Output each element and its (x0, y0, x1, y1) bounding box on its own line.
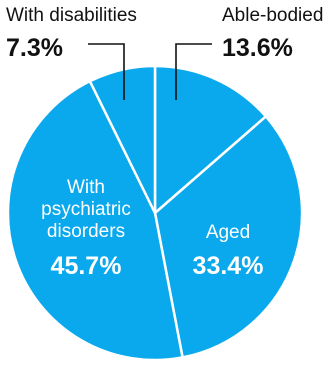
pie-slice-aged (153, 115, 304, 359)
slice-label-aged: Aged (206, 222, 250, 243)
pie-slice-with-disabilities (88, 64, 157, 215)
slice-value-with-disabilities: 7.3% (6, 34, 63, 62)
leader-line-able-bodied (175, 43, 212, 100)
pie-slices (6, 64, 304, 362)
slice-label-with-psychiatric-disorders: With psychiatric disorders (41, 177, 131, 242)
slice-value-able-bodied: 13.6% (222, 34, 293, 62)
slice-label-able-bodied: Able-bodied (222, 5, 323, 26)
pie-slice-able-bodied (153, 64, 268, 215)
slice-label-with-disabilities: With disabilities (6, 5, 137, 26)
slice-value-aged: 33.4% (193, 252, 264, 280)
leader-line-with-disabilities (88, 43, 125, 100)
pie-labels: Able-bodied 13.6% Aged 33.4% With psychiatric… (6, 5, 323, 280)
pie-slice-with-psychiatric-disorders (6, 79, 184, 362)
slice-value-with-psychiatric-disorders: 45.7% (51, 252, 122, 280)
